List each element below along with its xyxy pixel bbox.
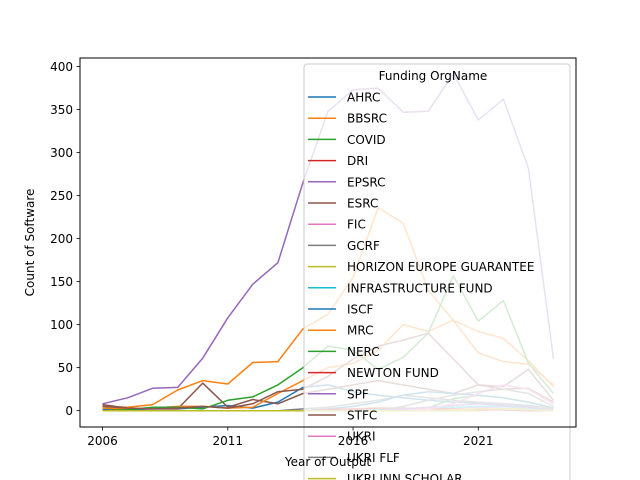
legend-label: AHRC bbox=[347, 91, 380, 105]
legend: Funding OrgName AHRC BBSRC COVID DRI EPSRC ESR… bbox=[303, 63, 571, 480]
x-axis-title: Year of Output bbox=[284, 455, 372, 469]
x-tick-label: 2011 bbox=[213, 434, 244, 448]
legend-title: Funding OrgName bbox=[379, 69, 488, 83]
legend-label: UKRI INN.SCHOLAR bbox=[347, 472, 463, 480]
y-tick-label: 100 bbox=[50, 318, 73, 332]
legend-label: BBSRC bbox=[347, 112, 387, 126]
legend-label: COVID bbox=[347, 133, 386, 147]
legend-label: NERC bbox=[347, 345, 380, 359]
legend-label: DRI bbox=[347, 154, 368, 168]
legend-label: EPSRC bbox=[347, 175, 386, 189]
y-tick-label: 0 bbox=[65, 404, 73, 418]
y-tick-label: 350 bbox=[50, 103, 73, 117]
legend-label: FIC bbox=[347, 218, 366, 232]
y-tick-label: 300 bbox=[50, 146, 73, 160]
y-tick-label: 150 bbox=[50, 275, 73, 289]
legend-label: STFC bbox=[347, 409, 377, 423]
legend-label: ESRC bbox=[347, 197, 378, 211]
x-tick-label: 2016 bbox=[338, 434, 369, 448]
legend-label: HORIZON EUROPE GUARANTEE bbox=[347, 260, 534, 274]
y-tick-label: 200 bbox=[50, 232, 73, 246]
legend-label: ISCF bbox=[347, 303, 374, 317]
y-tick-label: 50 bbox=[58, 361, 73, 375]
legend-label: INFRASTRUCTURE FUND bbox=[347, 281, 493, 295]
legend-box bbox=[303, 63, 571, 480]
legend-label: SPF bbox=[347, 387, 369, 401]
legend-label: UKRI FLF bbox=[347, 451, 400, 465]
y-axis-title: Count of Software bbox=[23, 189, 37, 297]
x-tick-label: 2006 bbox=[87, 434, 118, 448]
y-tick-label: 250 bbox=[50, 189, 73, 203]
axis-ticks: 2006 2011 2016 2021 0 50 100 150 200 250 300 350 400 bbox=[50, 60, 493, 448]
legend-label: GCRF bbox=[347, 239, 380, 253]
y-tick-label: 400 bbox=[50, 60, 73, 74]
x-tick-label: 2021 bbox=[463, 434, 494, 448]
plot-frame bbox=[79, 57, 577, 428]
legend-label: NEWTON FUND bbox=[347, 366, 439, 380]
legend-label: MRC bbox=[347, 324, 373, 338]
legend-label: UKRI bbox=[347, 430, 376, 444]
